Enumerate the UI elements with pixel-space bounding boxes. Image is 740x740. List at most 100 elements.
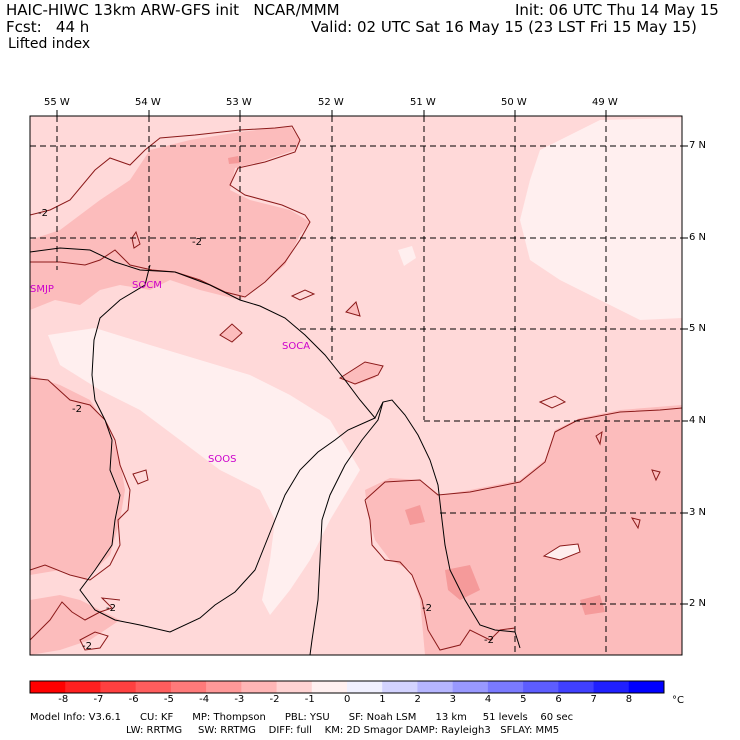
model-info-line1: Model Info: V3.6.1 CU: KF MP: Thompson P… xyxy=(30,712,574,723)
contour-north xyxy=(30,125,311,298)
color-scale-label: -8 xyxy=(58,694,69,705)
contour-west xyxy=(30,377,131,581)
contour-island-3 xyxy=(290,289,316,301)
mid-area-west xyxy=(30,375,125,580)
contour-label: -2 xyxy=(422,603,432,614)
deep-spot xyxy=(580,595,605,615)
model-info-line2: LW: RRTMG SW: RRTMG DIFF: full KM: 2D Sm… xyxy=(126,725,560,736)
color-scale-swatch xyxy=(523,681,559,693)
contour-lines xyxy=(30,125,682,651)
border-east xyxy=(309,401,384,655)
contour-island-4 xyxy=(131,230,141,249)
contour-label: -2 xyxy=(106,603,116,614)
contour-island-10 xyxy=(595,430,603,446)
mid-area-southeast xyxy=(365,405,682,655)
color-scale-swatch xyxy=(135,681,172,693)
pale-spot xyxy=(544,544,580,560)
color-scale-label: 1 xyxy=(379,694,386,705)
lat-lon-grid xyxy=(30,116,682,655)
color-scale-label: 2 xyxy=(414,694,421,705)
lon-label: 55 W xyxy=(44,97,70,108)
lat-label: 6 N xyxy=(689,232,707,243)
color-scale-swatch xyxy=(276,681,313,693)
lon-label: 49 W xyxy=(592,97,618,108)
lon-label: 53 W xyxy=(226,97,252,108)
station-label: SOCM xyxy=(132,280,162,291)
contour-label: -2 xyxy=(38,208,48,219)
color-scale-border xyxy=(29,680,665,694)
mid-area-southwest xyxy=(30,595,120,655)
valid-time: Valid: 02 UTC Sat 16 May 15 (23 LST Fri … xyxy=(311,18,697,36)
color-scale-swatch xyxy=(347,681,383,693)
color-scale-unit: °C xyxy=(672,695,684,706)
contour-island-7 xyxy=(542,543,581,561)
color-scale-swatch xyxy=(206,681,242,693)
color-scale-label: 6 xyxy=(555,694,562,705)
contour-southeast xyxy=(364,407,682,501)
contour-island-1 xyxy=(219,323,243,343)
lon-label: 54 W xyxy=(135,97,161,108)
frame-ticks xyxy=(56,110,688,605)
color-scale-swatch xyxy=(487,681,524,693)
station-label: SOCA xyxy=(282,341,310,352)
color-scale-label: -6 xyxy=(128,694,139,705)
color-scale-label: 8 xyxy=(625,694,633,705)
shaded-field: -2 -2 -2 -2 -2 -2 -2 SMJP SOCM SOCA SOOS xyxy=(30,116,682,655)
color-scale-label: 7 xyxy=(590,694,597,705)
contour-label: -2 xyxy=(72,404,82,415)
color-scale-swatch xyxy=(558,681,595,693)
contour-island-6 xyxy=(538,395,567,409)
contour-island-8 xyxy=(630,517,641,530)
contour-coast-spot xyxy=(338,361,384,385)
contour-label: -2 xyxy=(484,635,494,646)
deep-spot xyxy=(405,505,425,525)
color-scale-swatch xyxy=(382,681,418,693)
border-west xyxy=(79,264,376,633)
coastlines xyxy=(30,247,521,655)
color-scale-swatch xyxy=(452,681,489,693)
field-name: Lifted index xyxy=(8,36,91,52)
pale-spot xyxy=(398,246,416,266)
color-scale-bar xyxy=(29,680,665,694)
lon-label: 50 W xyxy=(501,97,527,108)
color-scale-label: -5 xyxy=(163,694,174,705)
color-scale-label: -2 xyxy=(269,694,280,705)
pale-area-northeast xyxy=(520,118,682,320)
contour-southwest xyxy=(30,597,121,641)
contour-southeast-inner xyxy=(364,499,516,651)
color-scale-swatch xyxy=(593,681,630,693)
color-scale-label: -3 xyxy=(234,694,245,705)
color-scale-label: -1 xyxy=(304,694,315,705)
lat-label: 5 N xyxy=(689,323,707,334)
color-scale-label: -7 xyxy=(93,694,104,705)
pale-area-southwest xyxy=(48,328,360,615)
mid-area-coast xyxy=(340,362,383,385)
color-scale-swatch xyxy=(65,681,101,693)
mid-area-north xyxy=(30,126,310,310)
color-scale-swatch xyxy=(30,681,66,693)
color-scale-swatch xyxy=(311,681,348,693)
lat-label: 4 N xyxy=(689,415,707,426)
contour-island-9 xyxy=(651,469,661,482)
station-label: SOOS xyxy=(208,454,236,465)
color-scale-swatch xyxy=(170,681,207,693)
forecast-hour: Fcst: 44 h xyxy=(6,18,90,36)
color-scale-label: 5 xyxy=(520,694,527,705)
color-scale-swatch xyxy=(417,681,454,693)
color-scale-swatch xyxy=(241,681,278,693)
deep-spot xyxy=(228,156,240,164)
init-time: Init: 06 UTC Thu 14 May 15 xyxy=(515,1,719,19)
color-scale-label: -4 xyxy=(199,694,210,705)
deep-spot xyxy=(445,565,480,600)
lon-label: 51 W xyxy=(410,97,436,108)
contour-label: -2 xyxy=(192,237,202,248)
color-scale-label: 0 xyxy=(344,694,351,705)
contour-island-5 xyxy=(132,469,149,485)
lat-label: 3 N xyxy=(689,507,707,518)
color-scale-label: 3 xyxy=(449,694,457,705)
contour-island-2 xyxy=(345,301,361,317)
lon-label: 52 W xyxy=(318,97,344,108)
map-frame xyxy=(29,115,683,656)
color-scale-label: 4 xyxy=(484,694,492,705)
